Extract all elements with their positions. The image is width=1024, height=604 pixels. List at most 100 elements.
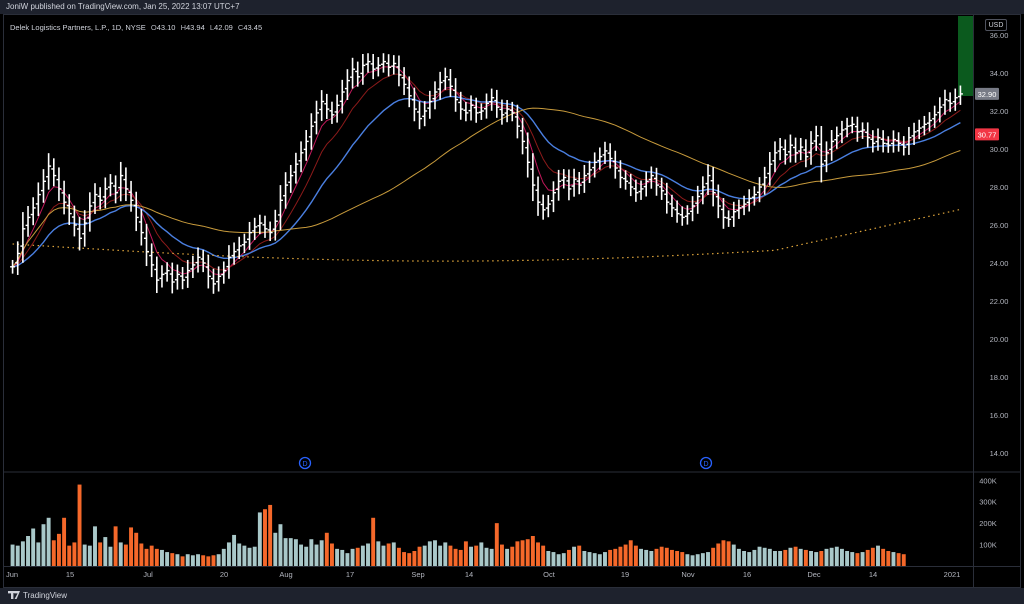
last-price-badge-grey: 32.90 [975, 87, 999, 100]
ohlc-bar [860, 122, 866, 139]
volume-bar [798, 548, 803, 566]
price-badge-text: 30.77 [978, 130, 997, 139]
volume-bar [93, 526, 97, 566]
volume-bar [499, 544, 504, 566]
volume-bar [427, 541, 432, 566]
ohlc-bar [107, 174, 113, 197]
ohlc-bar [834, 126, 840, 149]
volume-bar [515, 541, 520, 566]
ohlc-bar [169, 262, 175, 294]
ohlc-bar [277, 185, 283, 231]
volume-bar [10, 544, 15, 566]
ohlc-bar [870, 130, 876, 153]
volume-bar [561, 553, 566, 566]
volume-bar [340, 549, 345, 566]
ohlc-bar [648, 166, 654, 189]
volume-bar [608, 549, 613, 566]
volume-bar [330, 543, 334, 566]
ohlc-bar [252, 217, 258, 241]
ohlc-bar [40, 169, 46, 203]
ohlc-bar [293, 152, 299, 184]
ohlc-bars [10, 53, 963, 294]
ohlc-bar [674, 200, 680, 223]
ohlc-bar [849, 116, 855, 134]
volume-bar [180, 556, 185, 566]
ohlc-bar [355, 61, 361, 87]
volume-bar [319, 540, 324, 566]
footer-bar [0, 588, 1024, 604]
volume-bar [865, 549, 870, 566]
volume-bar [309, 539, 314, 566]
ohlc-bar [880, 130, 886, 153]
ohlc-bar [159, 265, 165, 288]
currency-button[interactable]: USD [985, 19, 1007, 31]
ohlc-bar [149, 243, 155, 278]
ohlc-bar [210, 268, 216, 294]
volume-bar [628, 540, 633, 566]
volume-bar [829, 547, 834, 566]
ohlc-bar [514, 104, 520, 139]
volume-bar [860, 552, 865, 566]
volume-bar [273, 532, 278, 566]
x-tick-label: 19 [621, 570, 629, 579]
volume-bar [20, 541, 25, 566]
ohlc-bar [952, 88, 958, 111]
ohlc-bar [823, 141, 829, 173]
volume-bar [113, 526, 118, 566]
volume-tick-label: 100K [979, 541, 997, 550]
x-tick-label: 2021 [944, 570, 961, 579]
volume-bar [618, 546, 623, 566]
volume-bar [747, 552, 752, 566]
x-tick-label: 16 [743, 570, 751, 579]
volume-bar [592, 553, 597, 566]
ohlc-bar [185, 259, 191, 288]
ohlc-bar [638, 180, 644, 200]
ohlc-bar [927, 112, 933, 132]
y-tick-label: 22.00 [990, 297, 1009, 306]
ohlc-bar [61, 180, 67, 215]
ohlc-bar [118, 161, 124, 202]
ohlc-bar [473, 97, 479, 123]
ohlc-bar [540, 194, 546, 220]
volume-bar [505, 548, 510, 566]
volume-bar [160, 549, 164, 566]
ohlc-bar [890, 130, 896, 153]
ohlc-bar [458, 91, 464, 120]
volume-bar [824, 548, 829, 566]
ohlc-bar [607, 143, 613, 169]
volume-bar [551, 552, 556, 566]
ohlc-bar [82, 210, 88, 247]
volume-bar [834, 546, 839, 566]
y-tick-label: 24.00 [990, 259, 1009, 268]
ohlc-bar [339, 79, 345, 114]
ohlc-bar [205, 254, 211, 289]
volume-bar [891, 552, 896, 566]
volume-bar [803, 549, 808, 566]
volume-bar [489, 548, 494, 566]
volume-bar [474, 545, 479, 566]
ohlc-bar [180, 266, 186, 290]
volume-bar [659, 546, 664, 566]
volume-bar [664, 547, 669, 566]
close-key: C [237, 23, 244, 32]
ohlc-bar [896, 132, 902, 152]
ohlc-bar [468, 95, 474, 121]
ohlc-bar [839, 120, 845, 144]
ohlc-bar [417, 101, 423, 130]
ohlc-bar [777, 137, 783, 161]
ohlc-bar [499, 99, 505, 125]
ohlc-bar [360, 54, 366, 85]
volume-bar [556, 554, 561, 566]
ohlc-bar [854, 116, 860, 142]
volume-bar [371, 517, 376, 566]
ohlc-bar [247, 221, 253, 250]
ohlc-bar [520, 117, 526, 155]
ohlc-bar [190, 255, 196, 279]
ohlc-bar [484, 93, 489, 119]
volume-bar [752, 549, 757, 566]
ohlc-bar [715, 184, 721, 219]
ohlc-bar [690, 196, 696, 222]
volume-bar [31, 528, 36, 566]
